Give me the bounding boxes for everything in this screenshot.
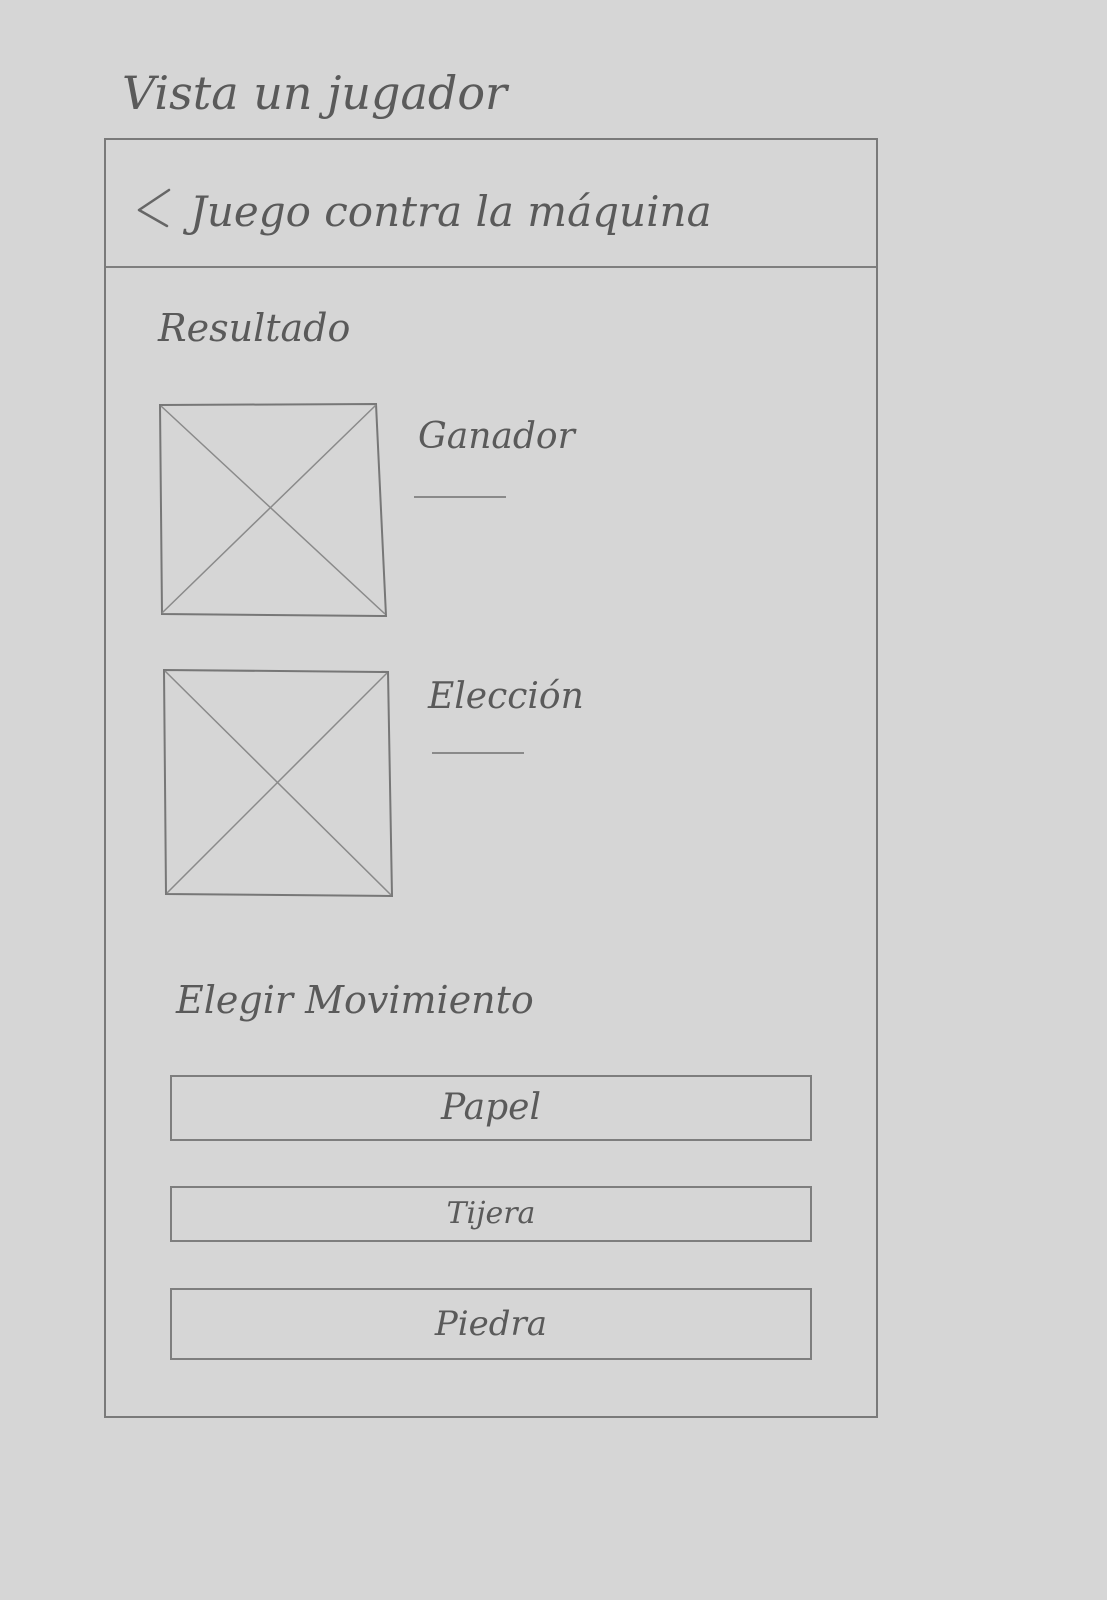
app-bar: Juego contra la máquina (106, 140, 876, 268)
chevron-left-icon (137, 188, 171, 228)
choice-value (432, 736, 524, 754)
paper-button[interactable]: Papel (170, 1075, 812, 1141)
choice-label: Elección (428, 676, 584, 717)
phone-frame: Juego contra la máquina Resultado Ganado… (104, 138, 878, 1418)
result-section-title: Resultado (158, 306, 351, 350)
back-button[interactable] (128, 180, 178, 236)
sketch-title: Vista un jugador (122, 66, 508, 120)
winner-image-placeholder (158, 402, 388, 618)
move-section-title: Elegir Movimiento (176, 978, 534, 1022)
app-bar-title: Juego contra la máquina (190, 187, 712, 236)
scissors-button[interactable]: Tijera (170, 1186, 812, 1242)
choice-image-placeholder (162, 668, 394, 898)
winner-value (414, 480, 506, 498)
rock-button[interactable]: Piedra (170, 1288, 812, 1360)
winner-label: Ganador (418, 416, 575, 457)
